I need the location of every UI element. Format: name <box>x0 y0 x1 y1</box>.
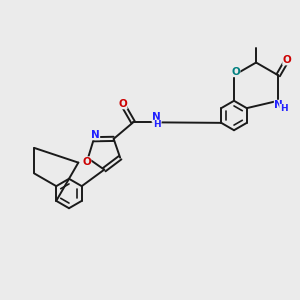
Text: N: N <box>274 100 283 110</box>
Text: O: O <box>283 55 292 65</box>
Text: N: N <box>152 112 161 122</box>
Text: N: N <box>91 130 100 140</box>
Text: O: O <box>82 157 91 167</box>
Text: O: O <box>231 67 240 77</box>
Text: O: O <box>118 99 127 109</box>
Text: H: H <box>153 120 161 129</box>
Text: H: H <box>280 104 287 113</box>
